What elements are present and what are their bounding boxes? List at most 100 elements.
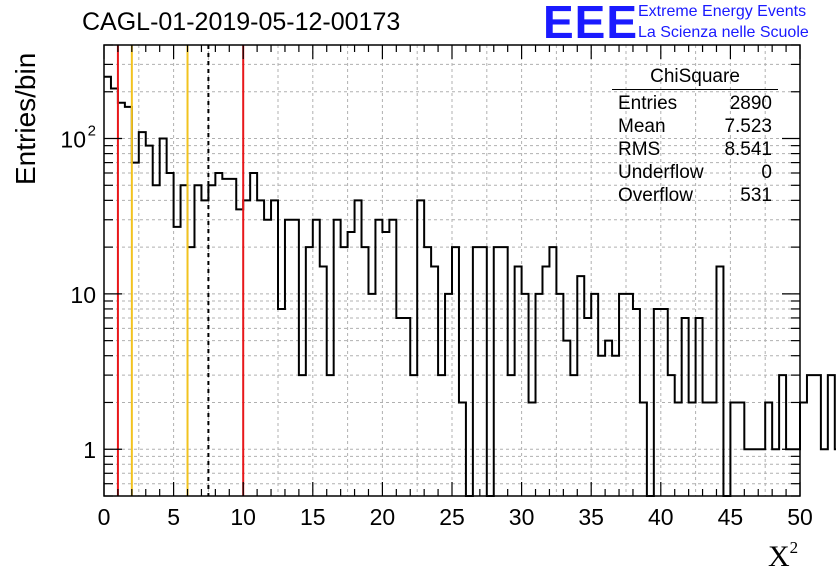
stats-label: Overflow [618, 185, 693, 206]
histogram-bin [111, 88, 118, 496]
stats-label: RMS [618, 139, 661, 160]
x-tick-label: 25 [439, 504, 465, 530]
histogram-bin [174, 227, 181, 496]
stats-row: RMS 8.541 [612, 138, 778, 161]
histogram-bin [327, 375, 334, 496]
histogram-bin [236, 209, 243, 496]
logo-line-2: La Scienza nelle Scuole [638, 24, 809, 41]
histogram-bin [299, 375, 306, 496]
histogram-bin [626, 294, 633, 496]
histogram-bin [285, 220, 292, 496]
stats-label: Mean [618, 116, 666, 137]
reference-lines [116, 45, 245, 496]
x-tick-label: 15 [300, 504, 326, 530]
histogram-bin [584, 318, 591, 496]
y-tick-label: 10 [60, 127, 86, 153]
histogram-bin [668, 375, 675, 496]
histogram-bin [682, 318, 689, 496]
histogram-bin [807, 375, 814, 496]
x-tick-label: 30 [509, 504, 535, 530]
histogram-bin [800, 402, 807, 496]
histogram-bin [355, 200, 362, 496]
histogram-bin [598, 356, 605, 496]
stats-row: Overflow 531 [612, 184, 778, 207]
histogram-bin [188, 247, 195, 496]
histogram-bin [292, 220, 299, 496]
histogram-bin [341, 247, 348, 496]
histogram-bin [424, 247, 431, 496]
histogram-bin [779, 375, 786, 496]
histogram-bin [362, 247, 369, 496]
histogram-bin [368, 294, 375, 496]
histogram-bin [334, 220, 341, 496]
x-tick-label: 20 [370, 504, 396, 530]
stats-box: ChiSquare Entries 2890 Mean 7.523 RMS 8.… [612, 66, 778, 207]
histogram-bin [167, 173, 174, 496]
histogram-bin [271, 200, 278, 496]
histogram-bin [814, 375, 821, 496]
histogram-bin [821, 449, 828, 496]
histogram-bin [591, 294, 598, 496]
histogram-bin [410, 375, 417, 496]
stats-value: 8.541 [724, 139, 772, 160]
histogram-bin [828, 375, 835, 496]
histogram-bin [452, 247, 459, 496]
stats-row: Mean 7.523 [612, 115, 778, 138]
eee-logo: EEE Extreme Energy Events La Scienza nel… [543, 0, 835, 48]
histogram-bin [306, 247, 313, 496]
histogram-bin [264, 220, 271, 496]
y-tick-label: 10 [70, 282, 96, 308]
histogram-bin [536, 294, 543, 496]
logo-mark: EEE [543, 0, 639, 48]
logo-line-1: Extreme Energy Events [638, 3, 807, 20]
x-tick-label: 5 [167, 504, 180, 530]
stats-value: 0 [761, 162, 772, 183]
histogram-bin [522, 294, 529, 496]
x-axis-label: X2 [768, 538, 798, 574]
histogram-bin [605, 341, 612, 496]
x-tick-label: 40 [648, 504, 674, 530]
histogram-bin [494, 247, 501, 496]
histogram-bin [250, 173, 257, 496]
histogram-bin [556, 294, 563, 496]
y-tick-label: 1 [83, 437, 96, 463]
x-tick-label: 45 [718, 504, 744, 530]
grid [104, 45, 800, 496]
histogram-bin [549, 247, 556, 496]
x-tick-label: 50 [787, 504, 813, 530]
histogram-bin [132, 163, 139, 496]
stats-header: ChiSquare [612, 66, 778, 90]
histogram-bin [480, 247, 487, 496]
histogram-bin [445, 294, 452, 496]
x-tick-label: 0 [98, 504, 111, 530]
histogram-bin [215, 173, 222, 496]
stats-label: Entries [618, 93, 678, 114]
y-axis-label: Entries/bin [10, 52, 41, 185]
histogram-bin [612, 356, 619, 496]
histogram-bin [396, 318, 403, 496]
histogram-bin [139, 132, 146, 496]
histogram-bin [473, 247, 480, 496]
stats-row: Underflow 0 [612, 161, 778, 184]
histogram-bin [104, 77, 111, 496]
histogram-outline [104, 75, 836, 497]
histogram-bin [201, 200, 208, 496]
y-tick-label-exponent: 2 [88, 123, 96, 140]
histogram-bin [229, 179, 236, 496]
histogram-bin [160, 139, 167, 496]
histogram-bin [313, 220, 320, 496]
stats-row: Entries 2890 [612, 92, 778, 115]
histogram-bin [243, 200, 250, 496]
histogram-bin [375, 220, 382, 496]
stats-label: Underflow [618, 162, 704, 183]
histogram-bin [403, 318, 410, 496]
histogram-bin [438, 375, 445, 496]
stats-value: 7.523 [724, 116, 772, 137]
x-axis-label-sup: 2 [789, 538, 799, 557]
stats-value: 2890 [729, 93, 772, 114]
histogram-bin [570, 375, 577, 496]
histogram-bin [696, 318, 703, 496]
histogram-bin [417, 200, 424, 496]
